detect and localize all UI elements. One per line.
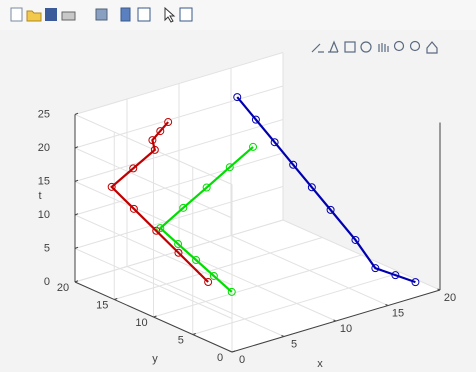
z-tick-label: 10 <box>38 209 50 221</box>
grid-line <box>153 254 362 318</box>
rotate-icon[interactable] <box>344 41 356 53</box>
toolbar-background <box>0 0 476 30</box>
series-line <box>158 146 254 293</box>
y-axis-label: y <box>152 353 158 365</box>
pan-icon[interactable] <box>378 43 389 52</box>
legend-icon[interactable] <box>137 7 151 22</box>
marker <box>411 278 420 287</box>
marker <box>351 235 360 244</box>
marker <box>326 205 335 214</box>
toolbar <box>0 0 476 30</box>
grid-line <box>74 219 284 283</box>
brush-icon[interactable] <box>311 43 324 53</box>
marker <box>391 271 400 280</box>
grid-line <box>74 248 233 319</box>
marker <box>233 93 242 102</box>
marker <box>192 256 201 265</box>
datatip-icon[interactable] <box>328 40 339 53</box>
z-tick-label: 5 <box>44 242 50 254</box>
z-tick-label: 25 <box>38 108 50 120</box>
y-tick-label: 5 <box>178 334 184 346</box>
axes: 0 5 10 15 20 0 5 10 15 20 0 5 10 15 20 25 <box>38 52 456 366</box>
grid-line <box>192 272 401 335</box>
y-tick-label: 20 <box>57 282 69 294</box>
x-tick-label: 5 <box>291 338 297 350</box>
marker <box>289 160 298 169</box>
marker <box>164 118 173 127</box>
grid-line <box>74 52 284 115</box>
new-icon[interactable] <box>10 7 23 22</box>
zoom-in-icon[interactable] <box>393 40 405 52</box>
axes-toolbar <box>311 40 438 54</box>
grid-line <box>74 181 233 252</box>
print-icon[interactable] <box>61 11 76 21</box>
y-axis-line <box>74 281 233 353</box>
grid-line <box>74 147 233 219</box>
tick-mark <box>74 112 79 115</box>
open-icon[interactable] <box>26 10 42 22</box>
x-axis-line <box>231 289 441 353</box>
y-tick-label: 10 <box>135 317 147 329</box>
grid-line <box>74 186 284 249</box>
marker <box>107 182 116 191</box>
marker <box>129 164 138 173</box>
save-icon[interactable] <box>45 8 57 21</box>
z-axis-label: t <box>38 190 41 202</box>
grid-line <box>74 114 233 185</box>
z-tick-label: 15 <box>38 175 50 187</box>
restore-icon[interactable] <box>360 41 372 53</box>
marker <box>227 287 236 296</box>
y-tick-label: 15 <box>96 299 108 311</box>
grid-line <box>74 152 284 216</box>
series-line <box>110 121 209 283</box>
marker <box>179 203 188 212</box>
grid-line <box>74 214 233 286</box>
home-icon[interactable] <box>426 41 438 54</box>
marker <box>249 142 258 151</box>
marker <box>174 248 183 257</box>
grid-line <box>74 85 284 149</box>
property-icon[interactable] <box>179 7 193 22</box>
marker <box>225 163 234 172</box>
pointer-icon[interactable] <box>164 6 176 23</box>
marker <box>129 204 138 213</box>
x-tick-label: 0 <box>239 354 245 366</box>
x-axis-label: x <box>317 358 323 370</box>
marker <box>150 145 159 154</box>
x-tick-label: 10 <box>340 323 352 335</box>
x-tick-label: 20 <box>444 292 456 304</box>
marker <box>251 115 260 124</box>
marker <box>202 183 211 192</box>
marker <box>156 127 165 136</box>
z-tick-label: 20 <box>38 142 50 154</box>
x-tick-label: 15 <box>392 307 404 319</box>
y-tick-label: 0 <box>217 352 223 364</box>
marker <box>371 264 380 273</box>
series-line <box>236 96 416 284</box>
marker <box>209 271 218 280</box>
grid-line <box>74 119 284 182</box>
marker <box>152 226 161 235</box>
marker <box>148 136 157 145</box>
zoom-out-icon[interactable] <box>409 40 421 52</box>
colorbar-icon[interactable] <box>120 7 131 22</box>
marker <box>156 224 165 233</box>
marker <box>307 183 316 192</box>
z-tick-label: 0 <box>44 276 50 288</box>
link-icon[interactable] <box>95 8 108 21</box>
marker <box>270 138 279 147</box>
grid-line <box>114 237 323 300</box>
marker <box>174 240 183 249</box>
marker <box>204 278 213 287</box>
